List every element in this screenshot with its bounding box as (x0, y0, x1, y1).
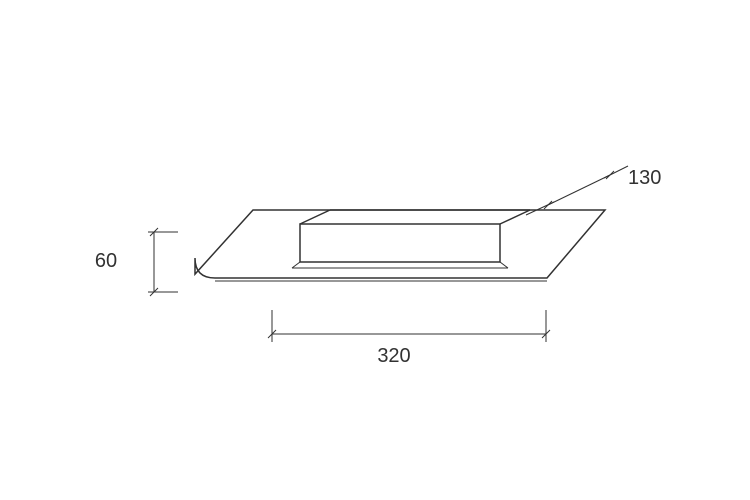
dim-line-depth (548, 175, 610, 205)
bracket-top-left (300, 210, 330, 224)
technical-drawing: 320 130 60 (0, 0, 750, 500)
bracket-front (300, 224, 500, 262)
dim-depth-label: 130 (628, 167, 661, 189)
bracket-top-right (500, 210, 530, 224)
dim-width-label: 320 (377, 345, 410, 367)
dim-height-label: 60 (95, 250, 117, 272)
